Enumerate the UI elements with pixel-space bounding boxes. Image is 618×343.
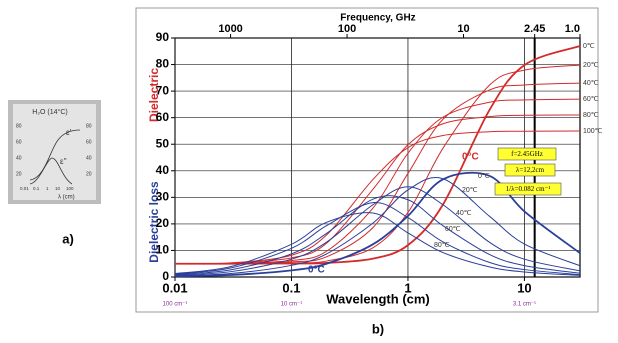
annotation: f=2.45GHz <box>511 150 543 158</box>
x2-tick-label: 100 <box>338 23 356 35</box>
photo-tick: 20 <box>86 171 92 177</box>
photo-tick: 0.1 <box>33 186 40 191</box>
y-tick-label: 20 <box>156 216 170 230</box>
x-unit-label: 10 cm⁻¹ <box>281 302 303 308</box>
annotation: 0°C <box>462 152 479 163</box>
y-tick-label: 80 <box>156 57 170 71</box>
x-tick-label: 1 <box>404 280 411 295</box>
photo-label: ε'' <box>60 157 67 166</box>
x2-tick-label: 1000 <box>218 23 242 35</box>
photo-tick: 80 <box>16 123 22 129</box>
caption: a) <box>62 231 74 246</box>
photo-tick: 10 <box>55 186 61 191</box>
series-label: 0℃ <box>583 43 595 50</box>
series-label: 80℃ <box>583 112 599 119</box>
annotation: 1/λ=0.082 cm⁻¹ <box>506 185 551 193</box>
x2-tick-label: 2.45 <box>524 23 545 35</box>
photo-x-label: λ (cm) <box>58 195 75 201</box>
y-tick-label: 90 <box>156 30 170 44</box>
annotation: λ=12,2cm <box>516 166 545 174</box>
x-unit-label: 100 cm⁻¹ <box>163 302 188 308</box>
series-label: 20℃ <box>462 187 478 194</box>
photo-tick: 60 <box>16 139 22 145</box>
series-label: 20℃ <box>583 62 599 69</box>
x-tick-label: 10 <box>517 280 531 295</box>
photo-tick: 40 <box>16 155 22 161</box>
x2-tick-label: 1.0 <box>565 23 580 35</box>
photo-tick: 40 <box>86 155 92 161</box>
annotation: 0°C <box>308 265 325 276</box>
photo-tick: 0.01 <box>20 186 29 191</box>
figure: H₂O (14°C) ε' ε'' λ (cm) 80 60 40 20 80 … <box>0 0 618 338</box>
series-label: 100℃ <box>583 128 603 135</box>
photo-tick: 100 <box>66 186 74 191</box>
series-label: 80℃ <box>434 242 450 249</box>
series-label: 40℃ <box>456 210 472 217</box>
photo-label: ε' <box>66 128 72 137</box>
photo-tick: 60 <box>86 139 92 145</box>
series-label: 0℃ <box>478 173 490 180</box>
series-label: 60℃ <box>445 226 461 233</box>
series-label: 60℃ <box>583 96 599 103</box>
x-unit-label: 3.1 cm⁻¹ <box>513 302 536 308</box>
y-tick-label: 50 <box>156 136 170 150</box>
y-tick-label: 30 <box>156 190 170 204</box>
photo-tick: 80 <box>86 123 92 129</box>
y-tick-label: 70 <box>156 83 170 97</box>
y-tick-label: 60 <box>156 110 170 124</box>
photo-tick: 20 <box>16 171 22 177</box>
y-tick-label: 10 <box>156 243 170 257</box>
panel-a: H₂O (14°C) ε' ε'' λ (cm) 80 60 40 20 80 … <box>8 100 101 246</box>
caption: b) <box>372 321 384 336</box>
x2-tick-label: 10 <box>457 23 469 35</box>
series-label: 40℃ <box>583 80 599 87</box>
x-tick-label: 0.01 <box>162 280 187 295</box>
x-axis-title: Wavelength (cm) <box>326 291 430 306</box>
y-tick-label: 40 <box>156 163 170 177</box>
x-tick-label: 0.1 <box>282 280 300 295</box>
photo-title: H₂O (14°C) <box>32 108 67 116</box>
